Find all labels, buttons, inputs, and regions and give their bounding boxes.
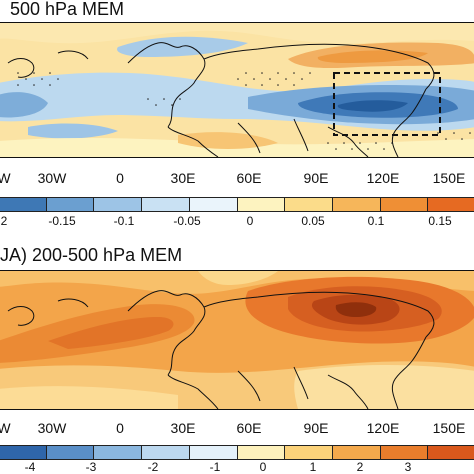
colorbar-segment	[0, 198, 47, 211]
panel1-positive-core-ne	[317, 50, 428, 63]
panel1-positive-south	[178, 132, 278, 149]
panel1-colorbar-tick: 0	[246, 214, 254, 228]
panel1-lon-label: 150E	[432, 170, 466, 186]
panel2-lon-label: 150E	[432, 420, 466, 436]
colorbar-segment	[0, 446, 47, 459]
panel1-lon-label: 30E	[170, 170, 196, 186]
panel1-coastlines	[7, 42, 435, 157]
panel2-lon-label: 30W	[37, 420, 67, 436]
colorbar-segment	[142, 446, 190, 459]
colorbar-segment	[142, 198, 190, 211]
panel2-lon-label: W	[0, 420, 11, 436]
panel1-title: 500 hPa MEM	[10, 0, 125, 19]
colorbar-segment	[46, 446, 95, 459]
panel2-colorbar-tick: 2	[356, 460, 364, 474]
colorbar-segment	[285, 446, 333, 459]
panel1-colorbar-tick: 0.1	[367, 214, 385, 228]
panel2-colorbar-tick: -4	[24, 460, 36, 474]
panel2-lon-label: 0	[116, 420, 124, 436]
colorbar-segment	[237, 198, 286, 211]
panel1-map	[0, 22, 474, 158]
colorbar-segment	[428, 198, 474, 211]
panel2-north-light	[198, 271, 278, 285]
panel1-lon-label: 90E	[303, 170, 329, 186]
panel1-north-field	[0, 23, 474, 44]
panel2-positive-west-core	[48, 317, 174, 349]
colorbar-segment	[189, 198, 238, 211]
panel1-colorbar-tick: -0.15	[48, 214, 76, 228]
colorbar-segment	[237, 446, 286, 459]
panel2-title: JA) 200-500 hPa MEM	[0, 245, 183, 265]
colorbar-segment	[380, 198, 429, 211]
colorbar-segment	[428, 446, 474, 459]
panel2-colorbar-tick: -1	[209, 460, 221, 474]
panel2-lon-label: 30E	[170, 420, 196, 436]
panel2-sw-light	[0, 386, 178, 409]
panel1-negative-west	[0, 92, 48, 118]
panel2-colorbar-tick: 3	[404, 460, 412, 474]
panel2-coastlines	[7, 290, 435, 409]
panel2-colorbar	[0, 445, 474, 460]
panel1-significance-dots	[17, 72, 471, 150]
panel2-colorbar-tick: 0	[259, 460, 267, 474]
colorbar-segment	[332, 446, 381, 459]
panel1-negative-anomaly-north	[117, 36, 249, 57]
panel2-positive-core-max	[335, 302, 377, 317]
panel2-lon-label: 90E	[303, 420, 329, 436]
panel1-colorbar	[0, 197, 474, 212]
panel1-colorbar-tick: 0.05	[301, 214, 325, 228]
panel1-colorbar-tick: -0.1	[113, 214, 135, 228]
panel1-colorbar-tick: 0.15	[428, 214, 452, 228]
colorbar-segment	[94, 198, 143, 211]
panel2-lon-label: 60E	[236, 420, 262, 436]
panel1-colorbar-tick: -0.05	[173, 214, 201, 228]
panel2-colorbar-tick: -2	[147, 460, 159, 474]
panel1-lon-label: W	[0, 170, 11, 186]
colorbar-segment	[94, 446, 143, 459]
colorbar-segment	[46, 198, 95, 211]
panel1-lon-label: 60E	[236, 170, 262, 186]
panel1-colorbar-tick: 2	[0, 214, 8, 228]
panel1-lon-label: 30W	[37, 170, 67, 186]
colorbar-segment	[380, 446, 429, 459]
panel2-colorbar-tick: -3	[85, 460, 97, 474]
panel1-lon-label: 120E	[366, 170, 400, 186]
panel2-map-svg	[0, 271, 474, 409]
panel2-colorbar-tick: 1	[309, 460, 317, 474]
panel2-south-light	[294, 365, 474, 409]
colorbar-segment	[285, 198, 333, 211]
colorbar-segment	[189, 446, 238, 459]
panel1-lon-label: 0	[116, 170, 124, 186]
panel2-map	[0, 270, 474, 410]
panel1-negative-sw	[28, 123, 118, 139]
panel1-negative-band-max	[337, 100, 408, 112]
panel1-map-svg	[0, 23, 474, 157]
panel2-lon-label: 120E	[366, 420, 400, 436]
colorbar-segment	[332, 198, 381, 211]
panel1-region-box	[333, 72, 441, 136]
